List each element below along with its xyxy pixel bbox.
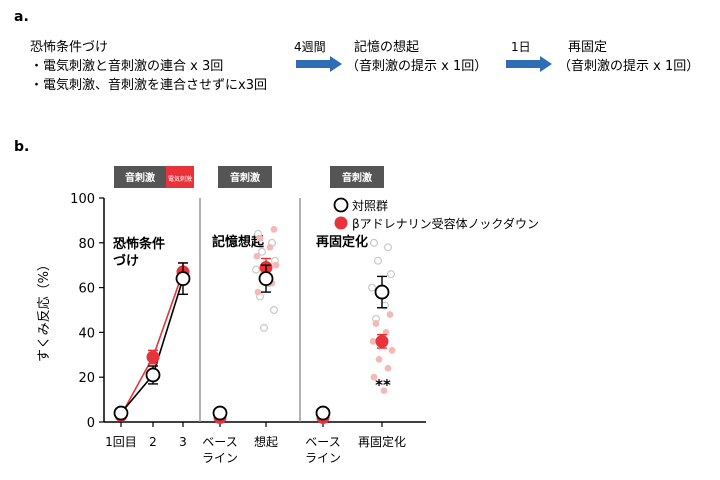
indiv-point-control <box>260 323 269 332</box>
stim-box-label: 電気刺激 <box>168 175 192 183</box>
indiv-point-knockdown <box>384 364 392 372</box>
indiv-point-control <box>370 238 379 247</box>
stim-box-tone-2: 音刺激 <box>218 166 272 188</box>
indiv-point-knockdown <box>372 320 380 327</box>
x-tick-label: 2 <box>149 435 157 449</box>
conditioning-item-1: ・電気刺激と音刺激の連合 x 3回 <box>30 59 224 74</box>
indiv-point-knockdown <box>370 373 378 381</box>
control-point <box>315 405 331 421</box>
legend-control-label: 対照群 <box>352 199 388 213</box>
indiv-point-knockdown <box>380 387 388 395</box>
x-tick-label: ベースライン <box>305 435 341 465</box>
control-point <box>145 367 161 383</box>
conditioning-item-2: ・電気刺激、音刺激を連合させずにx3回 <box>30 78 267 93</box>
stim-box-label: 音刺激 <box>125 171 155 184</box>
arrow1-label: 4週間 <box>294 40 326 54</box>
legend-knockdown-label: βアドレナリン受容体ノックダウン <box>352 216 539 231</box>
indiv-point-knockdown <box>256 234 264 242</box>
indiv-point-control <box>374 256 383 265</box>
indiv-point-knockdown <box>254 288 262 296</box>
recon-title: 再固定 <box>568 40 608 55</box>
knockdown-point <box>375 334 389 348</box>
indiv-point-knockdown <box>266 243 274 251</box>
recall-title: 記憶の想起 <box>354 40 420 55</box>
x-tick-label: 再固定化 <box>358 434 406 449</box>
recon-sub: （音刺激の提示 x 1回） <box>558 59 700 74</box>
phase-label-recall: 記憶想起 <box>212 234 265 250</box>
indiv-point-knockdown <box>386 311 394 318</box>
control-point <box>212 405 228 421</box>
control-point <box>175 271 191 287</box>
stim-box-label: 音刺激 <box>342 171 372 184</box>
significance-stars: ** <box>375 376 391 394</box>
indiv-point-knockdown <box>369 337 377 345</box>
legend: 対照群 βアドレナリン受容体ノックダウン <box>333 197 539 231</box>
indiv-point-control <box>368 283 377 292</box>
conditioning-title: 恐怖条件づけ <box>30 40 109 55</box>
indiv-point-control <box>252 265 261 274</box>
control-point <box>374 284 390 300</box>
y-tick-label: 80 <box>78 237 95 252</box>
indiv-point-control <box>384 243 393 252</box>
recall-sub: （音刺激の提示 x 1回） <box>346 59 488 74</box>
stim-box-label: 音刺激 <box>230 171 260 184</box>
knockdown-point <box>146 350 160 364</box>
indiv-point-knockdown <box>272 261 280 269</box>
x-tick-label: ベースライン <box>202 435 238 465</box>
indiv-point-knockdown <box>270 225 278 233</box>
arrow2-label: 1日 <box>511 40 531 54</box>
y-axis-label: すくみ反応（%） <box>37 258 52 362</box>
arrow1-icon <box>296 56 342 72</box>
control-point <box>113 405 129 421</box>
indiv-point-control <box>387 270 396 279</box>
phase-label-conditioning-2: づけ <box>113 253 139 269</box>
indiv-point-control <box>270 306 279 315</box>
phase-label-conditioning: 恐怖条件 <box>113 236 165 252</box>
y-tick-label: 60 <box>78 282 95 297</box>
panel-a-label: a. <box>14 9 29 25</box>
indiv-point-knockdown <box>388 346 396 354</box>
indiv-point-control <box>258 247 267 256</box>
x-tick-label: 1回目 <box>105 435 137 449</box>
series-line-knockdown <box>120 271 184 416</box>
y-tick-label: 0 <box>87 416 95 431</box>
x-tick-label: 想起 <box>254 434 278 449</box>
indiv-point-knockdown <box>375 355 383 363</box>
legend-knockdown-marker <box>334 216 348 230</box>
indiv-point-knockdown <box>253 252 261 260</box>
y-tick-label: 20 <box>78 371 95 386</box>
stim-box-tone-3: 音刺激 <box>330 166 384 188</box>
y-tick-label: 40 <box>78 326 95 341</box>
phase-label-recon: 再固定化 <box>316 234 368 250</box>
panel-b-label: b. <box>14 139 30 155</box>
stim-box-tone-1: 音刺激 <box>114 166 166 188</box>
arrow2-icon <box>506 56 552 72</box>
y-tick-label: 100 <box>70 192 95 207</box>
stim-box-shock: 電気刺激 <box>166 166 194 188</box>
legend-control-marker <box>333 197 349 213</box>
control-point <box>258 271 274 287</box>
x-tick-label: 3 <box>179 435 187 449</box>
